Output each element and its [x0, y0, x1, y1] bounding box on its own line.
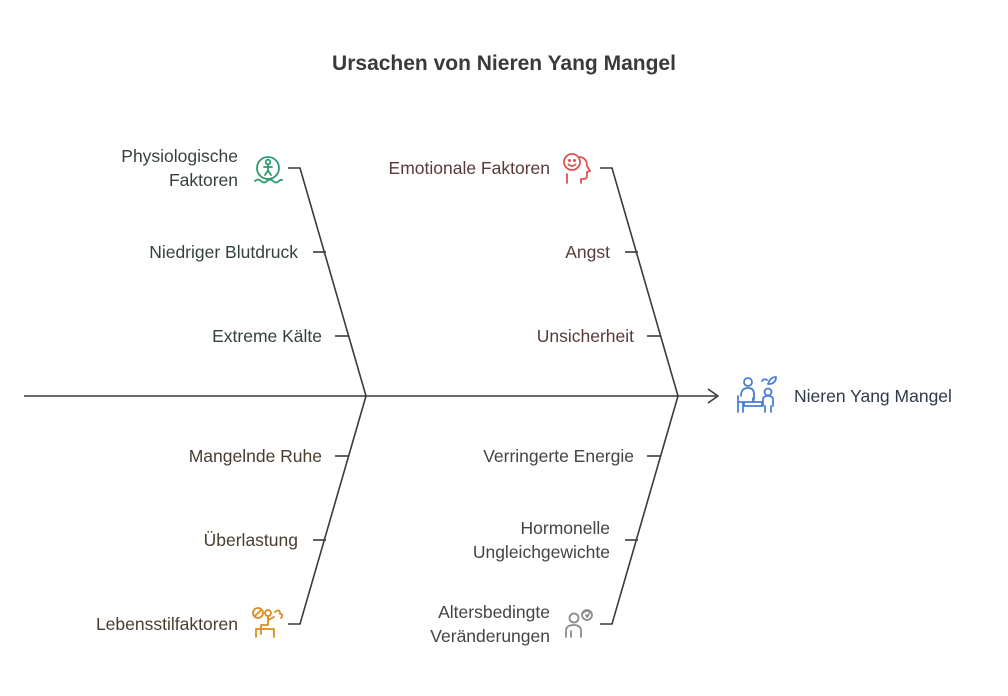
cause-label-niedriger-blutdruck: Niedriger Blutdruck — [149, 242, 298, 262]
category-label-lifestyle: Lebensstilfaktoren — [96, 612, 238, 636]
category-label-line: Physiologische — [121, 146, 238, 166]
spine-arrowhead — [707, 388, 719, 404]
person-swimming-icon — [254, 156, 283, 184]
cause-label-mangelnde-ruhe: Mangelnde Ruhe — [188, 446, 322, 466]
bone-emotional — [600, 167, 679, 397]
cause-label-unsicherheit: Unsicherheit — [536, 326, 634, 346]
cause-label-hormonelle: Hormonelle Ungleichgewichte — [473, 516, 610, 564]
category-label-age: Altersbedingte Veränderungen — [430, 600, 550, 648]
emotional-head-icon — [563, 153, 591, 184]
cause-label-line: Ungleichgewichte — [472, 542, 610, 562]
category-label-line: Altersbedingte — [438, 602, 550, 622]
outcome-label: Nieren Yang Mangel — [794, 386, 952, 406]
bone-physiological — [288, 167, 367, 397]
cause-label-ueberlastung: Überlastung — [203, 530, 298, 550]
lifestyle-person-icon — [252, 607, 284, 638]
cause-label-line: Hormonelle — [520, 518, 610, 538]
diagram-title: Ursachen von Nieren Yang Mangel — [332, 52, 676, 75]
cause-label-angst: Angst — [565, 242, 610, 262]
category-label-line: Veränderungen — [430, 626, 550, 646]
category-label-line: Faktoren — [168, 170, 238, 190]
category-label-line: Lebensstilfaktoren — [95, 614, 238, 634]
cause-label-extreme-kaelte: Extreme Kälte — [212, 326, 322, 346]
people-plant-icon — [737, 376, 777, 413]
bone-lifestyle — [288, 395, 367, 625]
aging-person-icon — [565, 609, 593, 638]
cause-label-line: Verringerte Energie — [483, 446, 634, 466]
category-label-emotional: Emotionale Faktoren — [389, 156, 550, 180]
category-label-line: Emotionale Faktoren — [388, 158, 550, 178]
category-label-physiological: Physiologische Faktoren — [121, 144, 238, 192]
bone-age — [600, 395, 679, 625]
cause-label-verringerte-energie: Verringerte Energie — [483, 444, 634, 468]
